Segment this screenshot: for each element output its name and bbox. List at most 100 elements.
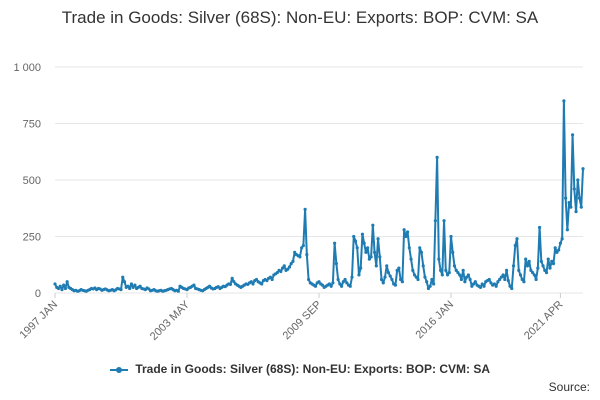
data-point[interactable] — [339, 284, 344, 288]
data-point[interactable] — [374, 264, 378, 268]
data-point[interactable] — [121, 275, 125, 279]
data-point[interactable] — [388, 274, 392, 278]
data-point[interactable] — [251, 282, 255, 286]
data-point[interactable] — [562, 99, 566, 103]
data-point[interactable] — [303, 207, 307, 211]
data-point[interactable] — [305, 252, 309, 257]
data-point[interactable] — [265, 278, 269, 283]
data-point[interactable] — [301, 243, 305, 248]
data-point[interactable] — [260, 282, 264, 286]
data-point[interactable] — [331, 281, 335, 285]
data-point[interactable] — [520, 277, 524, 282]
data-point[interactable] — [381, 281, 385, 285]
data-point[interactable] — [280, 266, 285, 270]
data-point[interactable] — [414, 275, 418, 279]
data-point[interactable] — [487, 277, 491, 282]
data-point[interactable] — [395, 268, 399, 272]
data-point[interactable] — [228, 282, 233, 287]
data-point[interactable] — [126, 284, 130, 288]
data-point[interactable] — [366, 246, 370, 250]
data-point[interactable] — [287, 265, 292, 269]
data-point[interactable] — [306, 277, 311, 282]
data-point[interactable] — [270, 277, 274, 282]
data-point[interactable] — [510, 286, 514, 291]
data-point[interactable] — [341, 280, 345, 284]
data-point[interactable] — [459, 277, 464, 282]
data-point[interactable] — [390, 277, 394, 282]
data-point[interactable] — [400, 280, 404, 284]
data-point[interactable] — [470, 284, 474, 288]
data-point[interactable] — [192, 283, 196, 287]
data-point[interactable] — [442, 219, 446, 223]
data-point[interactable] — [254, 277, 259, 282]
data-point[interactable] — [176, 289, 180, 293]
data-point[interactable] — [353, 239, 358, 243]
data-point[interactable] — [350, 275, 354, 279]
data-point[interactable] — [437, 257, 441, 261]
data-point[interactable] — [122, 280, 127, 284]
data-point[interactable] — [537, 225, 542, 230]
data-point[interactable] — [489, 281, 493, 285]
data-point[interactable] — [565, 228, 569, 232]
data-point[interactable] — [435, 155, 439, 159]
data-point[interactable] — [456, 271, 460, 275]
data-point[interactable] — [447, 271, 451, 275]
data-point[interactable] — [534, 277, 538, 282]
data-point[interactable] — [461, 268, 465, 272]
data-point[interactable] — [378, 255, 382, 259]
data-point[interactable] — [383, 275, 387, 279]
data-point[interactable] — [572, 187, 576, 191]
data-point[interactable] — [458, 273, 462, 277]
data-point[interactable] — [345, 281, 349, 285]
data-point[interactable] — [53, 282, 57, 286]
data-point[interactable] — [452, 264, 457, 268]
data-point[interactable] — [525, 264, 530, 268]
data-point[interactable] — [275, 271, 279, 275]
data-point[interactable] — [445, 273, 450, 277]
data-point[interactable] — [313, 284, 318, 288]
data-point[interactable] — [334, 262, 338, 266]
data-point[interactable] — [320, 283, 325, 287]
data-point[interactable] — [492, 282, 497, 286]
data-point[interactable] — [343, 277, 347, 282]
data-point[interactable] — [129, 282, 134, 286]
data-point[interactable] — [577, 196, 582, 200]
data-point[interactable] — [407, 246, 411, 250]
data-point[interactable] — [385, 264, 389, 268]
data-point[interactable] — [564, 196, 568, 200]
data-point[interactable] — [119, 288, 123, 292]
data-point[interactable] — [279, 269, 283, 274]
data-point[interactable] — [501, 273, 505, 277]
data-point[interactable] — [440, 273, 444, 277]
data-point[interactable] — [555, 250, 559, 254]
data-point[interactable] — [428, 284, 432, 288]
data-point[interactable] — [541, 264, 545, 268]
data-point[interactable] — [282, 264, 286, 268]
data-point[interactable] — [518, 273, 523, 277]
data-point[interactable] — [348, 284, 352, 288]
data-point[interactable] — [480, 282, 484, 286]
data-point[interactable] — [449, 234, 453, 239]
data-point[interactable] — [567, 201, 571, 205]
data-point[interactable] — [473, 280, 477, 284]
data-point[interactable] — [399, 277, 403, 282]
data-point[interactable] — [249, 280, 253, 284]
data-point[interactable] — [397, 266, 401, 270]
data-point[interactable] — [548, 266, 552, 270]
data-point[interactable] — [553, 246, 557, 250]
data-point[interactable] — [416, 277, 420, 282]
data-point[interactable] — [355, 246, 359, 250]
data-point[interactable] — [352, 234, 356, 239]
data-point[interactable] — [498, 277, 502, 282]
data-point[interactable] — [369, 255, 373, 259]
data-point[interactable] — [409, 257, 413, 261]
data-point[interactable] — [405, 230, 410, 234]
data-point[interactable] — [524, 257, 528, 261]
data-point[interactable] — [432, 282, 436, 286]
data-point[interactable] — [138, 284, 142, 288]
data-point[interactable] — [513, 243, 517, 248]
data-point[interactable] — [367, 257, 371, 261]
data-point[interactable] — [268, 275, 272, 279]
data-point[interactable] — [425, 280, 429, 284]
data-point[interactable] — [402, 228, 406, 232]
